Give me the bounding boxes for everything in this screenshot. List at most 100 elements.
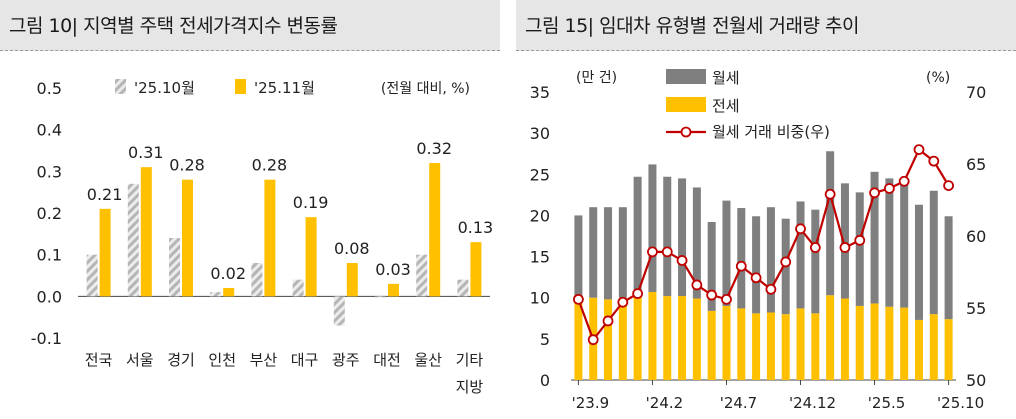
share-point-24.11 <box>780 256 792 268</box>
left-xtick-label: 인천 <box>208 351 236 369</box>
share-point-25.4 <box>854 234 866 246</box>
left-xtick-label: 경기 <box>167 351 195 369</box>
bar-wolse-23.12 <box>618 207 627 298</box>
right-left-ytick-label: 25 <box>530 165 550 184</box>
bar-oct-6 <box>292 279 304 297</box>
bar-jeonse-24.9 <box>752 313 761 380</box>
left-xtick-label: 기타 <box>456 351 484 369</box>
bar-oct-9 <box>416 254 428 297</box>
share-point-24.8 <box>735 260 747 272</box>
share-point-25.10 <box>943 180 954 192</box>
bar-jeonse-24.6 <box>707 310 716 380</box>
data-label-9: 0.32 <box>416 139 452 158</box>
bar-nov-5 <box>264 179 276 297</box>
bar-jeonse-25.6 <box>885 306 894 380</box>
bar-nov-4 <box>223 288 235 297</box>
data-label-4: 0.02 <box>210 264 246 283</box>
bar-nov-10 <box>470 242 482 297</box>
right-xtick-label: '25.10 <box>937 394 984 412</box>
right-left-ytick-label: 30 <box>530 124 550 143</box>
left-xtick-label: 서울 <box>126 351 154 369</box>
bar-jeonse-25.2 <box>826 295 835 380</box>
bar-wolse-25.5 <box>870 171 879 304</box>
bar-wolse-24.1 <box>633 176 642 295</box>
right-right-unit-label: (%) <box>926 70 950 86</box>
legend-label-wolse: 월세 <box>712 69 740 87</box>
right-xtick-label: '24.12 <box>789 394 836 412</box>
bar-oct-8 <box>375 296 386 298</box>
legend-label-nov: '25.11월 <box>254 79 315 97</box>
right-right-ytick-label: 60 <box>966 227 986 246</box>
bar-nov-8 <box>388 283 399 297</box>
left-ytick-label: 0.4 <box>37 121 62 140</box>
data-label-2: 0.31 <box>128 143 164 162</box>
share-point-25.2 <box>824 188 836 200</box>
bar-oct-4 <box>210 292 222 297</box>
bar-wolse-25.9 <box>929 190 938 315</box>
bar-jeonse-24.4 <box>678 296 687 380</box>
bar-jeonse-24.7 <box>722 305 731 380</box>
bar-oct-2 <box>127 183 139 297</box>
bar-nov-2 <box>140 167 152 297</box>
bar-nov-9 <box>429 163 441 297</box>
legend-swatch-oct <box>115 79 126 94</box>
right-left-ytick-label: 35 <box>530 83 550 102</box>
bar-jeonse-25.5 <box>870 303 879 380</box>
bar-oct-1 <box>86 254 98 297</box>
legend-label-oct: '25.10월 <box>134 79 195 97</box>
right-right-ytick-label: 50 <box>966 371 986 390</box>
share-point-23.9 <box>573 293 584 305</box>
bar-jeonse-24.11 <box>781 314 790 380</box>
right-xtick-label: '24.2 <box>646 394 684 412</box>
data-label-5: 0.28 <box>252 156 288 175</box>
share-point-24.9 <box>750 272 762 284</box>
bar-wolse-24.2 <box>648 164 657 292</box>
right-left-ytick-label: 10 <box>530 289 550 308</box>
left-xtick-label: 전국 <box>85 351 113 369</box>
bar-jeonse-24.1 <box>633 294 642 380</box>
bar-jeonse-25.10 <box>944 319 953 380</box>
right-right-ytick-label: 65 <box>966 155 986 174</box>
bar-wolse-25.3 <box>840 183 849 299</box>
bar-jeonse-23.9 <box>574 299 583 380</box>
share-point-24.10 <box>765 283 777 295</box>
share-point-25.5 <box>869 187 880 199</box>
share-point-24.3 <box>661 246 673 258</box>
bar-wolse-25.6 <box>885 178 894 307</box>
share-point-24.12 <box>795 223 806 235</box>
left-xtick-label: 부산 <box>250 351 278 369</box>
data-label-8: 0.03 <box>375 260 411 279</box>
left-chart-title-bar: 그림 10| 지역별 주택 전세가격지수 변동률 <box>0 0 500 51</box>
right-left-ytick-label: 20 <box>530 206 550 225</box>
bar-jeonse-25.8 <box>914 319 923 380</box>
left-xtick-label: 광주 <box>332 351 360 369</box>
bar-jeonse-23.11 <box>604 299 613 380</box>
left-xtick-label: 대전 <box>373 351 401 369</box>
data-label-6: 0.19 <box>293 193 329 212</box>
left-chart-svg: 0.5 0.4 0.3 0.2 0.1 0.0 -0.1 0.21 전국 0.31 서울 0.28 경… <box>31 79 493 396</box>
legend-swatch-wolse <box>666 69 706 84</box>
bar-wolse-23.11 <box>604 207 613 300</box>
share-point-25.1 <box>809 242 821 253</box>
bar-jeonse-25.9 <box>929 314 938 380</box>
data-label-7: 0.08 <box>334 239 370 258</box>
right-left-unit-label: (만 건) <box>576 70 617 86</box>
bar-wolse-24.7 <box>722 200 731 306</box>
right-xtick-label: '23.9 <box>572 394 610 412</box>
bar-jeonse-25.4 <box>855 305 864 380</box>
bar-jeonse-24.12 <box>796 308 805 380</box>
bar-jeonse-25.1 <box>811 313 820 380</box>
share-point-23.11 <box>602 315 614 327</box>
bar-wolse-25.8 <box>914 204 923 320</box>
bar-wolse-24.12 <box>796 201 805 309</box>
bar-oct-5 <box>251 263 263 297</box>
bar-wolse-23.9 <box>574 215 583 300</box>
legend-label-share: 월세 거래 비중(우) <box>712 123 830 141</box>
left-ytick-label: 0.1 <box>37 246 62 265</box>
bar-jeonse-23.12 <box>618 297 627 380</box>
legend-swatch-nov <box>235 79 246 94</box>
left-unit-label: (전월 대비, %) <box>381 81 470 97</box>
data-label-3: 0.28 <box>169 156 205 175</box>
bar-wolse-24.6 <box>707 222 716 311</box>
